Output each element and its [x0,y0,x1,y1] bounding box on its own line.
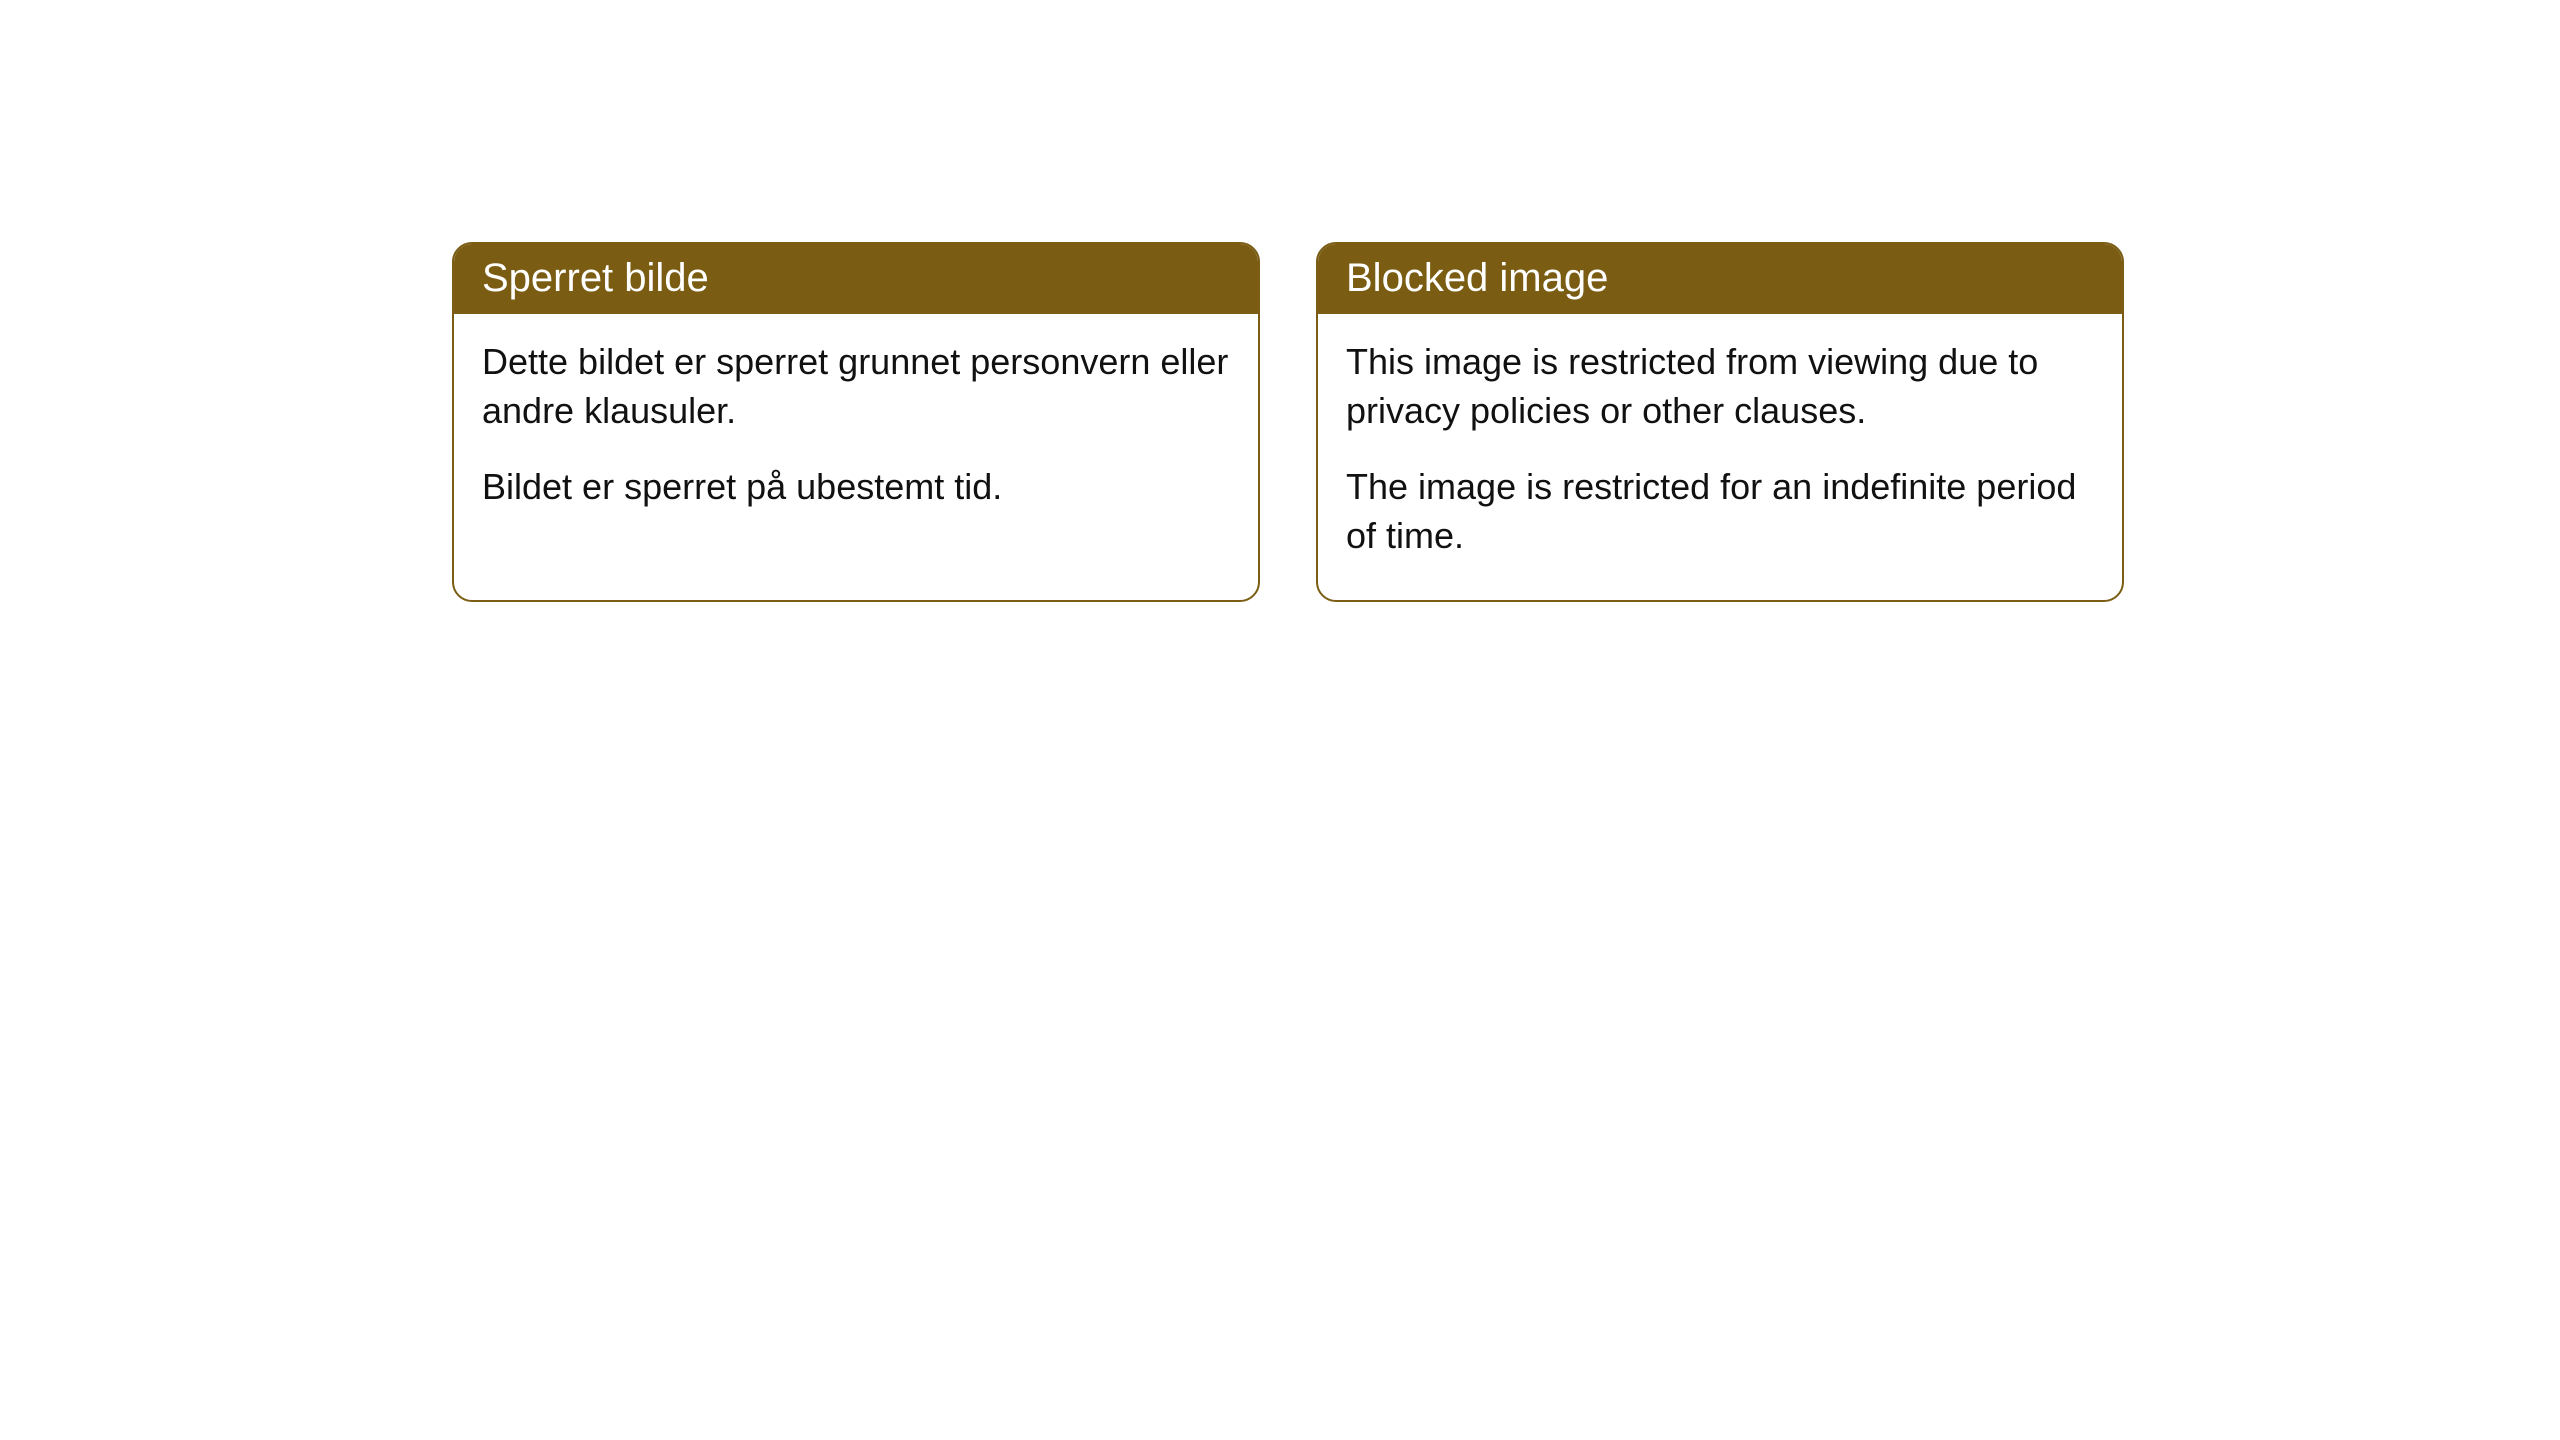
notice-card-norwegian: Sperret bilde Dette bildet er sperret gr… [452,242,1260,602]
card-paragraph: This image is restricted from viewing du… [1346,338,2094,435]
card-header: Sperret bilde [454,244,1258,314]
card-body: Dette bildet er sperret grunnet personve… [454,314,1258,552]
notice-card-english: Blocked image This image is restricted f… [1316,242,2124,602]
card-header: Blocked image [1318,244,2122,314]
card-title: Sperret bilde [482,256,709,300]
card-body: This image is restricted from viewing du… [1318,314,2122,600]
card-paragraph: Bildet er sperret på ubestemt tid. [482,463,1230,512]
card-paragraph: The image is restricted for an indefinit… [1346,463,2094,560]
card-paragraph: Dette bildet er sperret grunnet personve… [482,338,1230,435]
card-title: Blocked image [1346,256,1608,300]
notice-cards-container: Sperret bilde Dette bildet er sperret gr… [452,242,2124,602]
